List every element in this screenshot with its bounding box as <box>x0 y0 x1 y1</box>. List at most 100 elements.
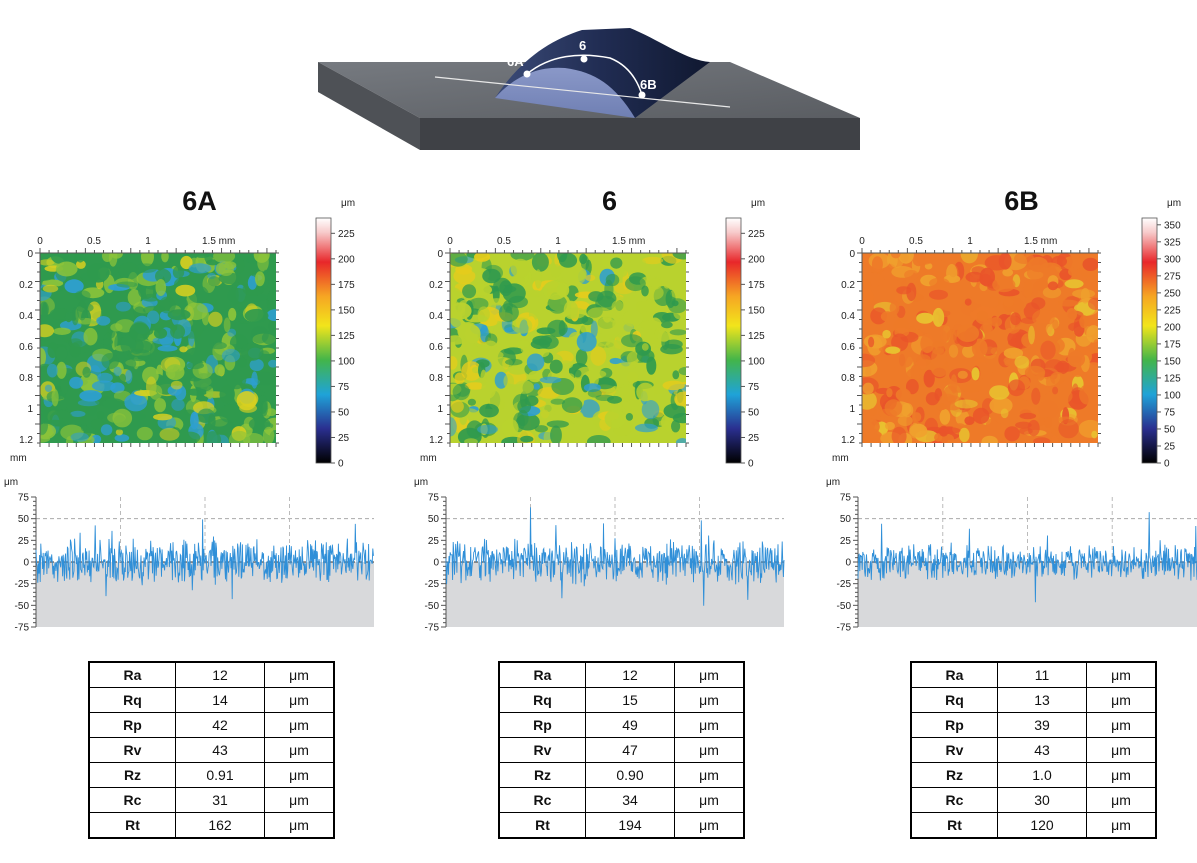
parameter-value: 194 <box>585 812 675 839</box>
parameter-value: 31 <box>175 787 265 813</box>
parameter-value: 0.91 <box>175 762 265 788</box>
parameter-name: Ra <box>498 661 586 688</box>
colorbar-tick: 0 <box>338 459 344 470</box>
table-row: Rz 0.91 μm <box>88 762 335 788</box>
parameter-unit: μm <box>674 762 745 788</box>
point-6B <box>638 91 646 99</box>
roughness-table: Ra 11 μm Rq 13 μm Rp 39 μm Rv 43 μm Rz 1.0 μm Rc 30 μm Rt 1… <box>910 661 1157 839</box>
panel-title: 6 <box>601 186 618 216</box>
map-x-tick: 1.5 mm <box>1024 236 1057 247</box>
parameter-name: Rt <box>910 812 998 839</box>
table-row: Rp 49 μm <box>498 712 745 738</box>
parameter-unit: μm <box>1086 762 1157 788</box>
colorbar-tick: 125 <box>338 331 355 342</box>
colorbar: μm 225 200 175 150 125 100 75 50 25 0 <box>315 198 355 470</box>
colorbar-tick: 50 <box>338 407 350 418</box>
parameter-name: Rc <box>88 787 176 813</box>
colorbar-tick: 125 <box>1164 373 1181 384</box>
panel-title: 6A <box>182 186 217 216</box>
colorbar-tick: 125 <box>748 331 765 342</box>
profile-y-tick: 75 <box>428 493 440 504</box>
roughness-profile: 75 50 25 0 -25 -50 -75 μm <box>414 477 785 634</box>
profile-trace <box>35 519 375 600</box>
parameter-name: Rt <box>88 812 176 839</box>
profile-y-tick: 50 <box>840 514 852 525</box>
parameter-value: 39 <box>997 712 1087 738</box>
parameter-value: 34 <box>585 787 675 813</box>
parameter-unit: μm <box>1086 812 1157 839</box>
parameter-name: Rz <box>910 762 998 788</box>
height-map <box>439 243 694 449</box>
profile-y-unit: μm <box>4 477 18 488</box>
map-x-tick: 0.5 <box>87 236 101 247</box>
parameter-value: 47 <box>585 737 675 763</box>
map-y-tick: 0.6 <box>841 342 855 353</box>
profile-y-tick: 75 <box>840 493 852 504</box>
parameter-name: Ra <box>910 661 998 688</box>
table-row: Rc 30 μm <box>910 787 1157 813</box>
parameter-value: 0.90 <box>585 762 675 788</box>
table-row: Ra 12 μm <box>498 661 745 688</box>
parameter-name: Rp <box>498 712 586 738</box>
colorbar-tick: 225 <box>748 229 765 240</box>
profile-trace <box>857 512 1197 603</box>
colorbar-tick: 25 <box>338 433 350 444</box>
profile-line <box>434 76 731 108</box>
colorbar-tick: 350 <box>1164 220 1181 231</box>
map-x-tick: 1 <box>145 236 151 247</box>
colorbar-tick: 175 <box>1164 339 1181 350</box>
parameter-unit: μm <box>1086 661 1157 688</box>
colorbar-tick: 100 <box>748 356 765 367</box>
parameter-name: Rp <box>910 712 998 738</box>
map-y-tick: 1.2 <box>429 435 443 446</box>
parameter-unit: μm <box>674 812 745 839</box>
parameter-unit: μm <box>264 661 335 688</box>
table-row: Rp 42 μm <box>88 712 335 738</box>
colorbar-tick: 0 <box>748 459 754 470</box>
profile-y-tick: -75 <box>15 623 30 634</box>
parameter-unit: μm <box>264 712 335 738</box>
parameter-name: Rc <box>910 787 998 813</box>
height-map <box>29 245 287 451</box>
colorbar-tick: 225 <box>1164 305 1181 316</box>
profile-y-tick: 0 <box>23 558 29 569</box>
panel-6A-graphics: 0 0.5 1 1.5 mm 0 0.2 0.4 0.6 0.8 1 1.2 mm μm 225 200 17… <box>0 198 375 634</box>
table-row: Ra 12 μm <box>88 661 335 688</box>
map-y-tick: 1 <box>437 404 443 415</box>
parameter-unit: μm <box>1086 787 1157 813</box>
table-row: Rz 1.0 μm <box>910 762 1157 788</box>
parameter-name: Rv <box>88 737 176 763</box>
colorbar-unit: μm <box>341 198 355 209</box>
parameter-value: 120 <box>997 812 1087 839</box>
point-6 <box>580 55 588 63</box>
map-y-tick: 0.6 <box>429 342 443 353</box>
colorbar-tick: 225 <box>338 229 355 240</box>
parameter-name: Rt <box>498 812 586 839</box>
map-y-tick: 0.2 <box>429 280 443 291</box>
profile-y-tick: -75 <box>425 623 440 634</box>
colorbar-tick: 175 <box>338 280 355 291</box>
parameter-value: 12 <box>585 661 675 688</box>
map-y-tick: 0.8 <box>429 373 443 384</box>
profile-y-tick: -25 <box>15 579 30 590</box>
map-x-tick: 1.5 mm <box>202 236 235 247</box>
colorbar-tick: 25 <box>748 433 760 444</box>
map-y-tick: 0.4 <box>841 311 855 322</box>
parameter-unit: μm <box>1086 712 1157 738</box>
parameter-value: 43 <box>997 737 1087 763</box>
profile-y-tick: -50 <box>425 601 440 612</box>
table-row: Rp 39 μm <box>910 712 1157 738</box>
table-row: Rt 194 μm <box>498 812 745 839</box>
parameter-name: Rq <box>88 687 176 713</box>
profile-y-tick: 75 <box>18 493 30 504</box>
map-y-unit: mm <box>832 453 849 464</box>
colorbar-tick: 150 <box>338 305 355 316</box>
parameter-value: 49 <box>585 712 675 738</box>
parameter-name: Rq <box>910 687 998 713</box>
table-row: Rc 34 μm <box>498 787 745 813</box>
map-y-tick: 1.2 <box>841 435 855 446</box>
colorbar-tick: 200 <box>338 254 355 265</box>
map-y-tick: 0.4 <box>429 311 443 322</box>
profile-y-tick: 0 <box>433 558 439 569</box>
parameter-name: Rq <box>498 687 586 713</box>
